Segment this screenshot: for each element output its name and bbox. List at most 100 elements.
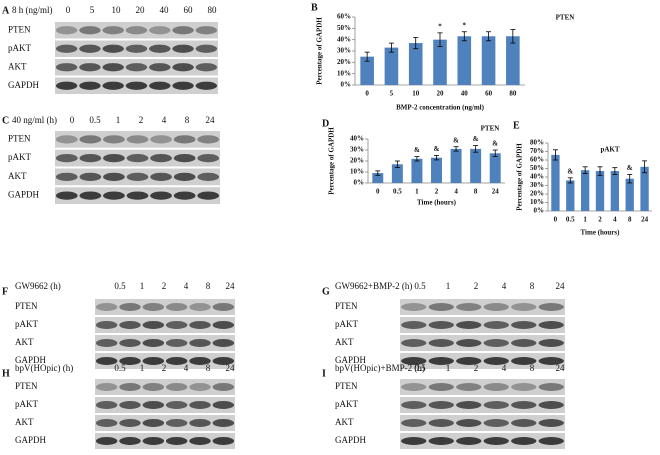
blot-band xyxy=(119,383,141,391)
blot-band xyxy=(142,383,165,391)
row-label: pAKT xyxy=(8,43,31,53)
blot-band xyxy=(55,63,78,72)
row-label: PTEN xyxy=(8,133,31,143)
blot-band xyxy=(165,339,188,347)
x-tick-label: 10 xyxy=(412,90,420,98)
blot-band xyxy=(189,419,211,427)
bar xyxy=(384,47,399,85)
lane-label: 0.5 xyxy=(114,363,126,373)
x-axis-label: Time (hours) xyxy=(581,229,621,237)
lane-label: 8 xyxy=(530,281,535,291)
row-label: pAKT xyxy=(15,319,38,329)
blot-band xyxy=(212,437,235,445)
blot-band xyxy=(538,383,564,391)
blot-band xyxy=(456,357,482,365)
blot-band xyxy=(165,321,188,329)
blot-band xyxy=(126,172,149,181)
lane-label: 5 xyxy=(90,5,95,15)
blot-band xyxy=(119,419,141,427)
lane-label: 8 xyxy=(185,115,190,125)
blot-band xyxy=(55,135,78,144)
y-tick-label: 40% xyxy=(530,173,544,181)
bar xyxy=(372,173,384,183)
blot-band xyxy=(119,401,141,409)
blot-band xyxy=(538,321,564,329)
y-tick-label: 10% xyxy=(350,168,364,176)
blot-band xyxy=(102,63,124,72)
bar xyxy=(470,148,482,183)
panel-letter: H xyxy=(2,368,10,379)
row-label: PTEN xyxy=(335,301,358,311)
y-tick-label: 30% xyxy=(530,181,544,189)
blot-band xyxy=(149,63,171,72)
y-tick-label: 0% xyxy=(354,179,365,187)
blot-band xyxy=(102,44,124,53)
blot-band xyxy=(125,26,148,35)
blot-band xyxy=(79,172,102,181)
y-tick-label: 50% xyxy=(530,164,544,172)
x-axis-label: BMP-2 concentration (ng/ml) xyxy=(396,104,485,112)
lane-label: 2 xyxy=(162,363,167,373)
blot-band xyxy=(103,154,125,163)
lane-label: 24 xyxy=(206,115,216,125)
blot-strip xyxy=(95,397,235,413)
y-tick-label: 10% xyxy=(337,69,351,77)
blot-band xyxy=(511,357,537,365)
significance-mark: * xyxy=(463,21,467,29)
blot-band xyxy=(95,401,118,409)
blot-band xyxy=(79,81,101,90)
blot-strip xyxy=(55,131,220,148)
blot-band xyxy=(172,81,194,90)
y-tick-label: 30% xyxy=(350,146,364,154)
blot-band xyxy=(119,321,141,329)
row-label: AKT xyxy=(8,171,27,181)
row-label: AKT xyxy=(15,337,34,347)
blot-strip xyxy=(95,299,235,315)
blot-condition: GW9662+BMP-2 (h) xyxy=(335,281,412,291)
lane-label: 4 xyxy=(184,281,189,291)
blot-strip xyxy=(95,317,235,333)
blot-band xyxy=(538,437,564,445)
lane-label: 2 xyxy=(474,363,479,373)
y-tick-label: 0% xyxy=(341,81,352,89)
blot-strip xyxy=(95,433,235,449)
blot-band xyxy=(79,154,102,163)
x-tick-label: 0 xyxy=(376,188,380,196)
bar xyxy=(580,170,590,211)
blot-band xyxy=(173,172,196,181)
lane-label: 1 xyxy=(140,363,145,373)
bar xyxy=(610,171,620,211)
row-label: AKT xyxy=(335,337,354,347)
blot-band xyxy=(212,303,235,311)
significance-mark: * xyxy=(438,22,442,30)
lane-label: 2 xyxy=(139,115,144,125)
blot-band xyxy=(195,26,218,35)
row-label: PTEN xyxy=(15,381,38,391)
blot-band xyxy=(511,339,537,347)
blot-band xyxy=(428,321,454,329)
blot-band xyxy=(95,383,118,391)
blot-band xyxy=(142,303,165,311)
bar xyxy=(481,36,496,85)
chart-title: PTEN xyxy=(481,125,500,133)
blot-band xyxy=(103,172,125,181)
blot-band xyxy=(212,357,235,365)
x-tick-label: 1 xyxy=(583,216,587,224)
blot-band xyxy=(401,401,427,409)
significance-mark: & xyxy=(492,140,498,148)
panel-letter: I xyxy=(322,368,326,379)
blot-strip xyxy=(400,353,565,369)
chart-title: PTEN xyxy=(556,14,575,22)
bar xyxy=(566,180,575,211)
row-label: AKT xyxy=(8,61,27,71)
blot-strip xyxy=(400,335,565,351)
x-tick-label: 8 xyxy=(628,216,632,224)
x-tick-label: 2 xyxy=(435,188,439,196)
lane-label: 20 xyxy=(136,5,146,15)
blot-band xyxy=(55,172,78,181)
y-tick-label: 30% xyxy=(337,47,351,55)
blot-band xyxy=(165,419,188,427)
blot-band xyxy=(195,63,218,72)
blot-band xyxy=(142,401,165,409)
blot-band xyxy=(95,321,118,329)
